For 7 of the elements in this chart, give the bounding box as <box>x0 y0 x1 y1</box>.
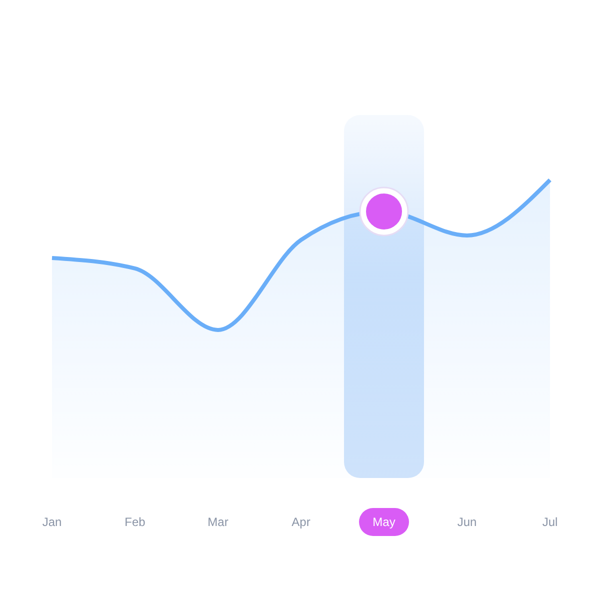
x-tick-label: Jan <box>42 515 62 529</box>
x-tick-label: May <box>372 515 396 529</box>
x-tick-label: Jul <box>542 515 558 529</box>
x-tick-label: Jun <box>457 515 477 529</box>
x-tick-label: Mar <box>208 515 228 529</box>
x-tick-label: Feb <box>124 515 146 529</box>
x-tick-label: Apr <box>292 515 310 529</box>
